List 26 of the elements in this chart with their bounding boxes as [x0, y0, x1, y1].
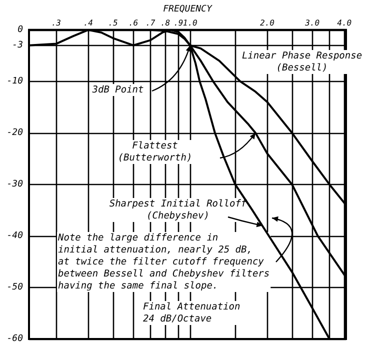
x-tick-label: .9: [174, 18, 184, 28]
x-tick-label: 4.0: [337, 18, 352, 28]
y-tick-label: -20: [6, 128, 23, 138]
annotation: Sharpest Initial Rolloff (Chebyshev): [109, 198, 247, 222]
x-tick-label: 2.0: [260, 18, 275, 28]
y-tick-label: -50: [6, 282, 23, 292]
annotation: Flattest (Butterworth): [118, 140, 192, 164]
annotation: Final Attenuation 24 dB/Octave: [143, 302, 241, 324]
x-tick-label: .4: [83, 18, 94, 28]
x-tick-label: 1.0: [182, 18, 198, 28]
x-tick-label: .8: [160, 18, 170, 28]
y-tick-label: -3: [12, 40, 23, 50]
x-tick-label: .7: [146, 18, 156, 28]
y-tick-label: -40: [6, 230, 23, 241]
y-tick-label: -60: [6, 334, 23, 344]
x-tick-label: .6: [128, 18, 138, 28]
x-tick-label: .3: [51, 18, 62, 28]
y-tick-label: -30: [6, 179, 23, 190]
annotation: 3dB Point: [91, 84, 144, 96]
annotation: Note the large difference in initial attenuation, nearly 25 dB, at twice the filter cutoff frequency between Bessell and Chebyshev filters having the same final slope.: [57, 232, 270, 292]
x-axis-title: FREQUENCY: [163, 4, 212, 14]
x-tick-label: .5: [108, 18, 118, 28]
x-tick-label: 3.0: [304, 18, 320, 28]
annotation: Linear Phase Response (Bessell): [242, 50, 362, 74]
y-tick-label: -10: [6, 76, 23, 86]
y-tick-label: 0: [18, 24, 23, 35]
